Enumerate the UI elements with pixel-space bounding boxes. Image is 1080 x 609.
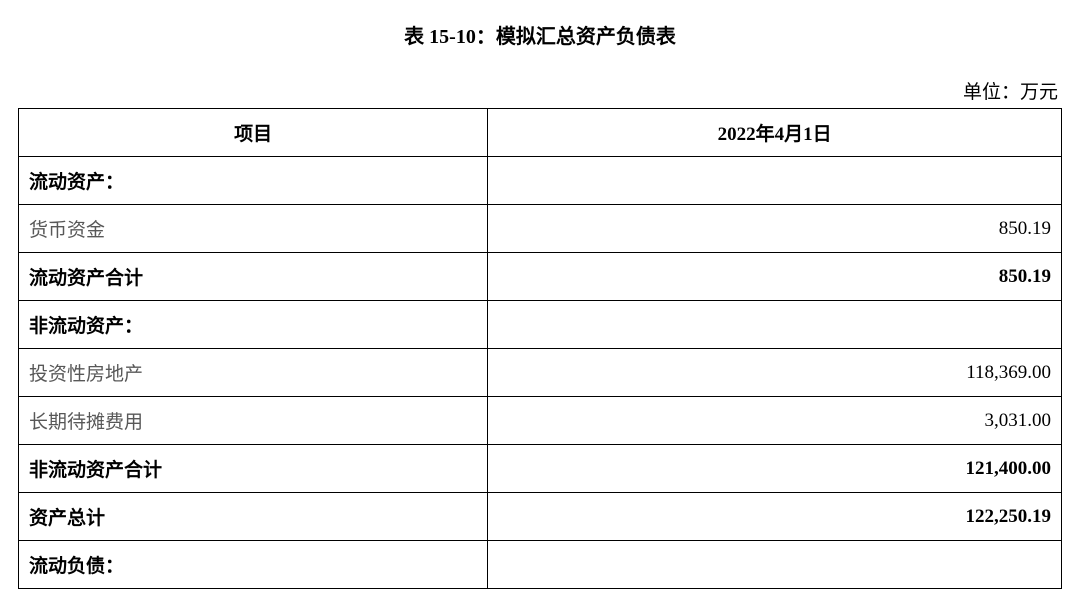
table-row: 投资性房地产 118,369.00 bbox=[19, 349, 1062, 397]
row-value bbox=[488, 301, 1062, 349]
table-row: 流动负债： bbox=[19, 541, 1062, 589]
table-title: 表 15-10：模拟汇总资产负债表 bbox=[18, 20, 1062, 49]
row-label: 流动资产： bbox=[19, 157, 488, 205]
table-row: 非流动资产合计 121,400.00 bbox=[19, 445, 1062, 493]
table-row: 货币资金 850.19 bbox=[19, 205, 1062, 253]
table-row: 非流动资产： bbox=[19, 301, 1062, 349]
row-label: 货币资金 bbox=[19, 205, 488, 253]
row-value: 118,369.00 bbox=[488, 349, 1062, 397]
table-row: 流动资产合计 850.19 bbox=[19, 253, 1062, 301]
row-label: 非流动资产合计 bbox=[19, 445, 488, 493]
row-value bbox=[488, 157, 1062, 205]
row-value: 121,400.00 bbox=[488, 445, 1062, 493]
row-label: 投资性房地产 bbox=[19, 349, 488, 397]
unit-label: 单位：万元 bbox=[18, 77, 1062, 104]
balance-sheet-table: 项目 2022年4月1日 流动资产： 货币资金 850.19 流动资产合计 85… bbox=[18, 108, 1062, 589]
table-row: 资产总计 122,250.19 bbox=[19, 493, 1062, 541]
row-value: 850.19 bbox=[488, 253, 1062, 301]
row-label: 资产总计 bbox=[19, 493, 488, 541]
table-row: 流动资产： bbox=[19, 157, 1062, 205]
row-label: 非流动资产： bbox=[19, 301, 488, 349]
row-label: 流动资产合计 bbox=[19, 253, 488, 301]
row-value: 850.19 bbox=[488, 205, 1062, 253]
row-label: 长期待摊费用 bbox=[19, 397, 488, 445]
header-item: 项目 bbox=[19, 109, 488, 157]
table-header-row: 项目 2022年4月1日 bbox=[19, 109, 1062, 157]
table-row: 长期待摊费用 3,031.00 bbox=[19, 397, 1062, 445]
row-label: 流动负债： bbox=[19, 541, 488, 589]
row-value: 122,250.19 bbox=[488, 493, 1062, 541]
row-value: 3,031.00 bbox=[488, 397, 1062, 445]
row-value bbox=[488, 541, 1062, 589]
header-date: 2022年4月1日 bbox=[488, 109, 1062, 157]
